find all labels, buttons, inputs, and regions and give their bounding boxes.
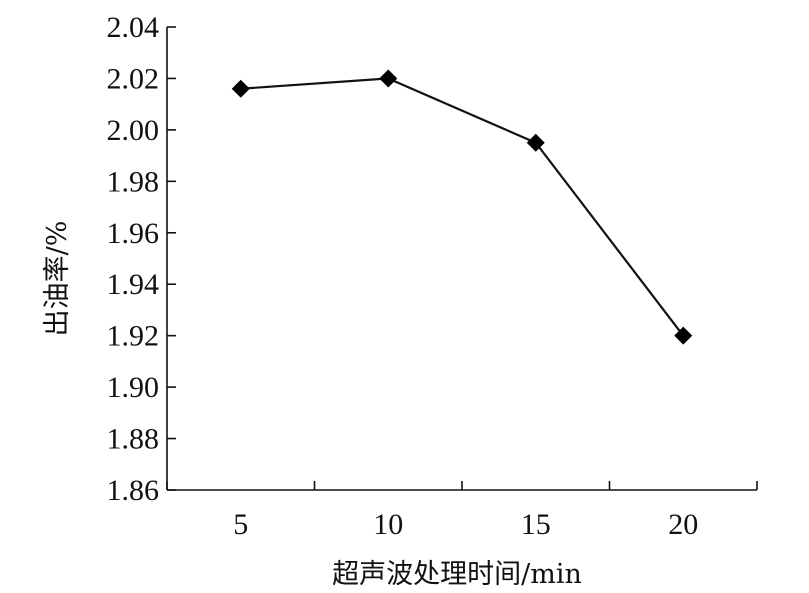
data-point-diamond [674,326,693,345]
series-line [240,77,685,337]
y-tick-label: 1.90 [107,371,160,404]
y-tick-label: 2.02 [107,62,160,95]
y-tick-label: 1.94 [107,268,160,301]
x-tick-label: 10 [373,508,403,541]
y-tick-label: 2.04 [107,11,160,44]
data-point-diamond [231,79,250,98]
y-tick-label: 1.86 [107,474,160,507]
y-tick-label: 2.00 [107,114,160,147]
x-tick-label: 5 [233,508,248,541]
chart-axes [166,27,757,491]
x-tick-label: 15 [521,508,551,541]
y-ticks: 1.86 1.88 1.90 1.92 1.94 1.96 1.98 2.00 2.02 2.04 [107,11,176,507]
plot-area [231,69,693,345]
y-tick-label: 1.88 [107,423,160,456]
x-tick-label: 20 [668,508,698,541]
y-tick-label: 1.92 [107,320,160,353]
y-tick-label: 1.96 [107,217,160,250]
y-axis-title: 出油率/% [42,221,73,337]
y-tick-label: 1.98 [107,165,160,198]
data-point-diamond [379,69,398,88]
x-ticks: 5 10 15 20 [166,481,758,541]
x-axis-title: 超声波处理时间/min [332,559,582,590]
data-point-diamond [526,133,545,152]
